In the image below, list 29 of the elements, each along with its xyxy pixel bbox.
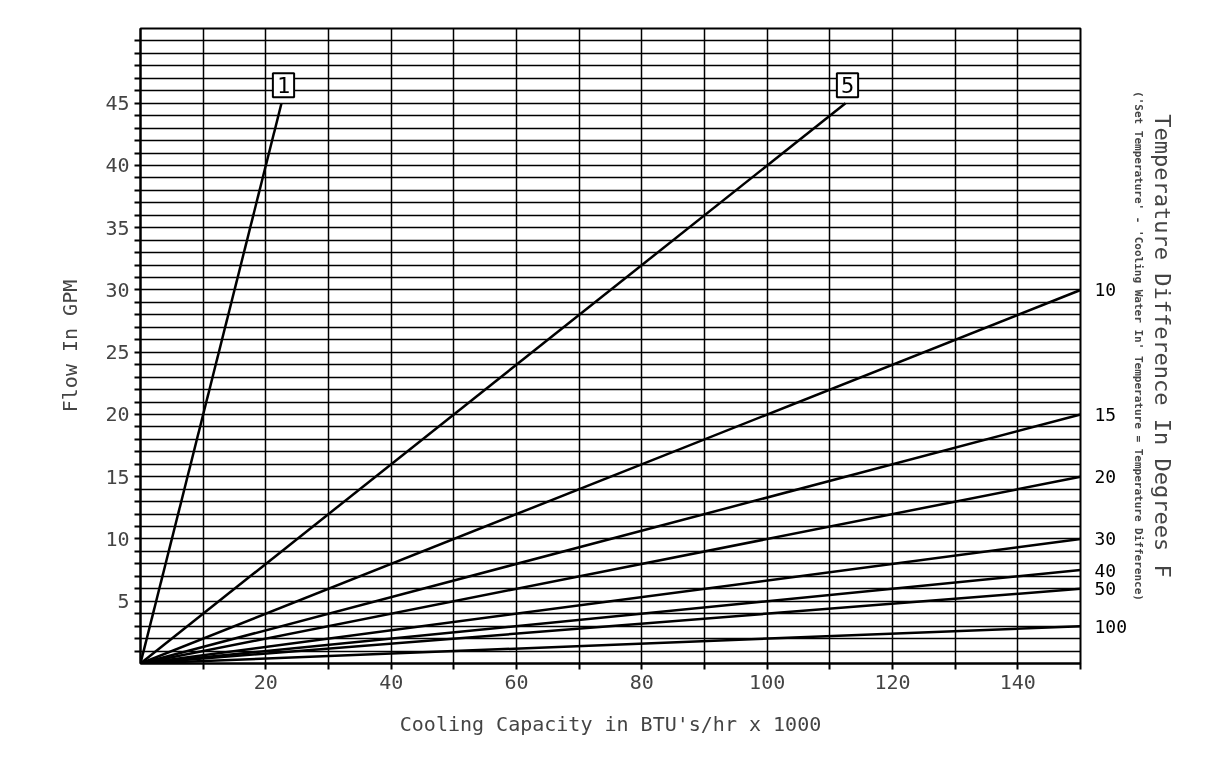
- x-axis-title: Cooling Capacity in BTU's/hr x 1000: [399, 711, 822, 736]
- y-tick-label: 25: [105, 340, 130, 365]
- x-tick-label: 140: [999, 669, 1036, 694]
- y-tick-label: 20: [105, 402, 130, 427]
- series-label: 10: [1094, 279, 1117, 301]
- y-tick-label: 35: [105, 215, 130, 240]
- series-label: 5: [840, 73, 855, 99]
- series-label: 20: [1094, 466, 1117, 488]
- x-tick-label: 60: [504, 669, 529, 694]
- x-tick-label: 80: [629, 669, 654, 694]
- series-label: 30: [1094, 528, 1117, 550]
- y-tick-label: 30: [105, 277, 130, 302]
- y-tick-label: 10: [105, 526, 130, 551]
- x-tick-label: 20: [253, 669, 278, 694]
- y-tick-label: 45: [105, 91, 130, 116]
- y-axis-title: Flow In GPM: [58, 279, 83, 413]
- series-label: 40: [1094, 559, 1117, 581]
- series-label: 100: [1094, 615, 1128, 637]
- x-tick-label: 40: [379, 669, 404, 694]
- y-tick-label: 15: [105, 464, 130, 489]
- x-tick-label: 100: [749, 669, 786, 694]
- text: ('Set Temperature' - 'Cooling Water In' Temperature = Temperature Difference): [1131, 91, 1145, 601]
- y2-axis-title: Temperature Difference In Degrees F: [1149, 114, 1175, 578]
- series-label: 15: [1094, 403, 1117, 425]
- series-label: 1: [276, 73, 291, 99]
- y-tick-label: 5: [117, 589, 130, 614]
- y-tick-label: 40: [105, 153, 130, 178]
- x-tick-label: 120: [874, 669, 911, 694]
- series-label: 50: [1094, 578, 1117, 600]
